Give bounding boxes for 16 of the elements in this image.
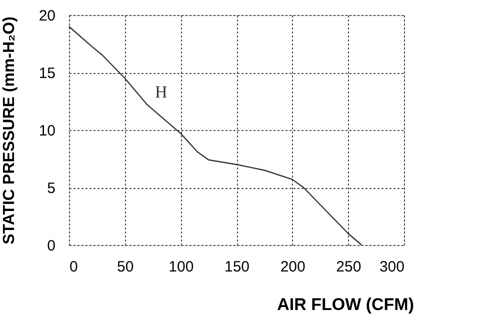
y-tick-label: 20 bbox=[38, 8, 56, 24]
x-tick-label: 300 bbox=[379, 258, 404, 276]
x-tick-label: 100 bbox=[168, 258, 194, 276]
y-tick-label: 15 bbox=[38, 65, 56, 82]
y-axis-title: STATIC PRESSURE (mm-H₂O) bbox=[0, 16, 18, 244]
series-label: H bbox=[155, 82, 168, 102]
y-tick-label: 10 bbox=[38, 122, 56, 140]
x-tick-label: 50 bbox=[116, 258, 134, 276]
x-tick-label: 200 bbox=[280, 258, 306, 276]
x-axis-title: AIR FLOW (CFM) bbox=[277, 295, 414, 314]
x-tick-label: 150 bbox=[224, 258, 250, 276]
x-tick-label: 0 bbox=[70, 258, 78, 276]
y-tick-label: 0 bbox=[47, 238, 56, 254]
x-tick-label: 250 bbox=[336, 258, 362, 276]
line-series bbox=[68, 26, 362, 246]
y-tick-label: 5 bbox=[47, 180, 56, 197]
